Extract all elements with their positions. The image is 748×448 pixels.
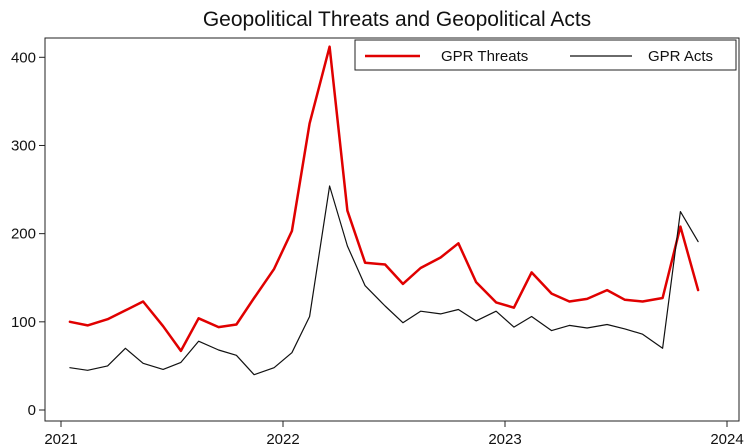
y-tick-label: 0 xyxy=(28,402,36,419)
y-tick-label: 100 xyxy=(11,314,36,331)
y-tick-label: 400 xyxy=(11,49,36,66)
legend: GPR Threats GPR Acts xyxy=(354,39,737,71)
series-line-gpr-acts xyxy=(69,185,699,376)
series-line-gpr-threats xyxy=(68,45,700,353)
y-tick-label: 300 xyxy=(11,137,36,154)
x-tick-label: 2022 xyxy=(266,431,299,448)
y-axis: 0 100 200 300 400 xyxy=(11,49,45,419)
x-tick-label: 2024 xyxy=(710,431,743,448)
x-tick-label: 2021 xyxy=(44,431,77,448)
legend-label-gpr-acts: GPR Acts xyxy=(648,48,713,65)
y-tick-label: 200 xyxy=(11,226,36,243)
x-tick-label: 2023 xyxy=(488,431,521,448)
legend-label-gpr-threats: GPR Threats xyxy=(441,48,528,65)
series-layer xyxy=(68,45,700,376)
chart-title: Geopolitical Threats and Geopolitical Ac… xyxy=(203,8,591,31)
plot-area-frame xyxy=(44,37,740,422)
x-axis: 2021 2022 2023 2024 xyxy=(44,421,744,448)
legend-box xyxy=(354,39,737,71)
